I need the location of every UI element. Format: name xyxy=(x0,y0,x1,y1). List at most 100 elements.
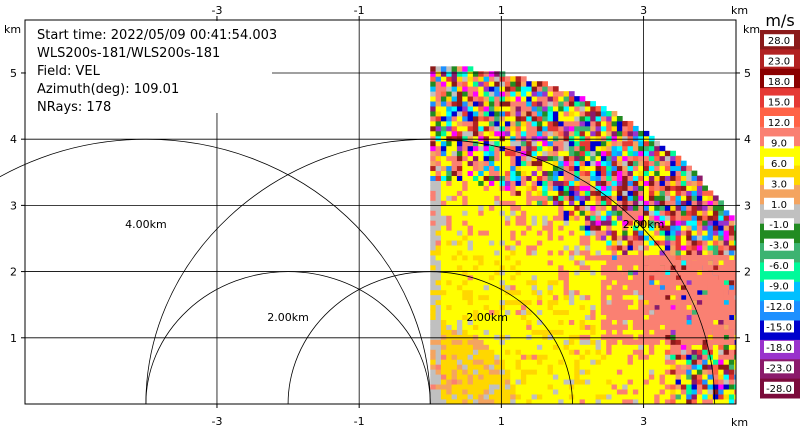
field-cell xyxy=(547,324,554,330)
field-cell xyxy=(595,210,602,216)
field-cell xyxy=(723,284,730,291)
field-cell xyxy=(472,329,479,335)
field-cell xyxy=(590,185,596,191)
field-cell xyxy=(712,279,719,286)
field-cell xyxy=(606,384,612,390)
field-cell xyxy=(488,359,495,365)
field-cell xyxy=(488,130,495,137)
field-cell xyxy=(552,190,559,196)
field-cell xyxy=(761,399,767,404)
field-cell xyxy=(499,369,506,375)
field-cell xyxy=(686,255,692,261)
field-cell xyxy=(632,135,639,142)
field-cell xyxy=(622,150,628,157)
field-cell xyxy=(643,324,650,330)
field-cell xyxy=(691,225,698,231)
field-cell xyxy=(659,319,666,325)
field-cell xyxy=(510,260,516,266)
field-cell xyxy=(456,195,463,201)
field-cell xyxy=(616,319,623,325)
field-cell xyxy=(595,274,602,281)
field-cell xyxy=(600,389,607,395)
field-cell xyxy=(488,230,495,236)
field-cell xyxy=(680,344,687,350)
field-cell xyxy=(488,175,495,181)
field-cell xyxy=(718,274,724,281)
field-cell xyxy=(552,379,559,385)
field-cell xyxy=(574,101,580,107)
field-cell xyxy=(643,269,650,276)
field-cell xyxy=(595,250,602,256)
field-cell xyxy=(494,150,500,157)
field-cell xyxy=(584,304,591,311)
field-cell xyxy=(622,334,628,340)
field-cell xyxy=(728,250,735,256)
field-cell xyxy=(675,200,682,206)
field-cell xyxy=(462,155,468,162)
field-cell xyxy=(718,250,724,256)
field-cell xyxy=(430,91,436,97)
field-cell xyxy=(520,185,527,191)
field-cell xyxy=(718,379,724,385)
field-cell xyxy=(558,260,564,266)
field-cell xyxy=(451,220,458,226)
field-cell xyxy=(478,299,484,306)
field-cell xyxy=(675,195,682,201)
field-cell xyxy=(627,324,634,330)
field-cell xyxy=(536,116,543,122)
field-cell xyxy=(494,185,500,191)
field-cell xyxy=(675,215,682,221)
field-cell xyxy=(574,289,580,296)
field-cell xyxy=(472,135,479,142)
field-cell xyxy=(638,264,644,271)
field-cell xyxy=(504,200,511,206)
field-cell xyxy=(515,230,522,236)
field-cell xyxy=(702,200,708,206)
field-cell xyxy=(531,210,538,216)
field-cell xyxy=(745,325,751,330)
field-cell xyxy=(712,314,719,320)
field-cell xyxy=(750,325,756,330)
field-cell xyxy=(584,175,591,181)
field-cell xyxy=(462,250,468,256)
field-cell xyxy=(526,230,532,236)
field-cell xyxy=(488,140,495,147)
field-cell xyxy=(616,374,623,380)
field-cell xyxy=(702,359,708,365)
field-cell xyxy=(435,200,442,206)
field-cell xyxy=(595,324,602,330)
field-cell xyxy=(558,289,564,296)
field-cell xyxy=(643,160,650,167)
field-cell xyxy=(723,334,730,340)
field-cell xyxy=(680,190,687,196)
field-cell xyxy=(680,255,687,261)
field-cell xyxy=(654,314,660,320)
field-cell xyxy=(435,215,442,221)
field-cell xyxy=(616,260,623,266)
field-cell xyxy=(558,125,564,132)
field-cell xyxy=(702,349,708,355)
field-cell xyxy=(536,190,543,196)
field-cell xyxy=(446,349,452,355)
field-cell xyxy=(643,210,650,216)
field-cell xyxy=(712,319,719,325)
field-cell xyxy=(536,130,543,137)
field-cell xyxy=(745,280,751,285)
field-cell xyxy=(488,304,495,311)
field-cell xyxy=(478,384,484,390)
field-cell xyxy=(606,319,612,325)
field-cell xyxy=(568,269,575,276)
field-cell xyxy=(510,294,516,301)
field-cell xyxy=(574,304,580,311)
field-cell xyxy=(584,374,591,380)
colorbar-label-box xyxy=(764,279,794,292)
field-cell xyxy=(446,155,452,162)
field-cell xyxy=(536,289,543,296)
field-cell xyxy=(520,111,527,117)
field-cell xyxy=(494,101,500,107)
field-cell xyxy=(670,175,676,181)
field-cell xyxy=(579,205,586,211)
field-cell xyxy=(483,324,490,330)
field-cell xyxy=(462,255,468,261)
